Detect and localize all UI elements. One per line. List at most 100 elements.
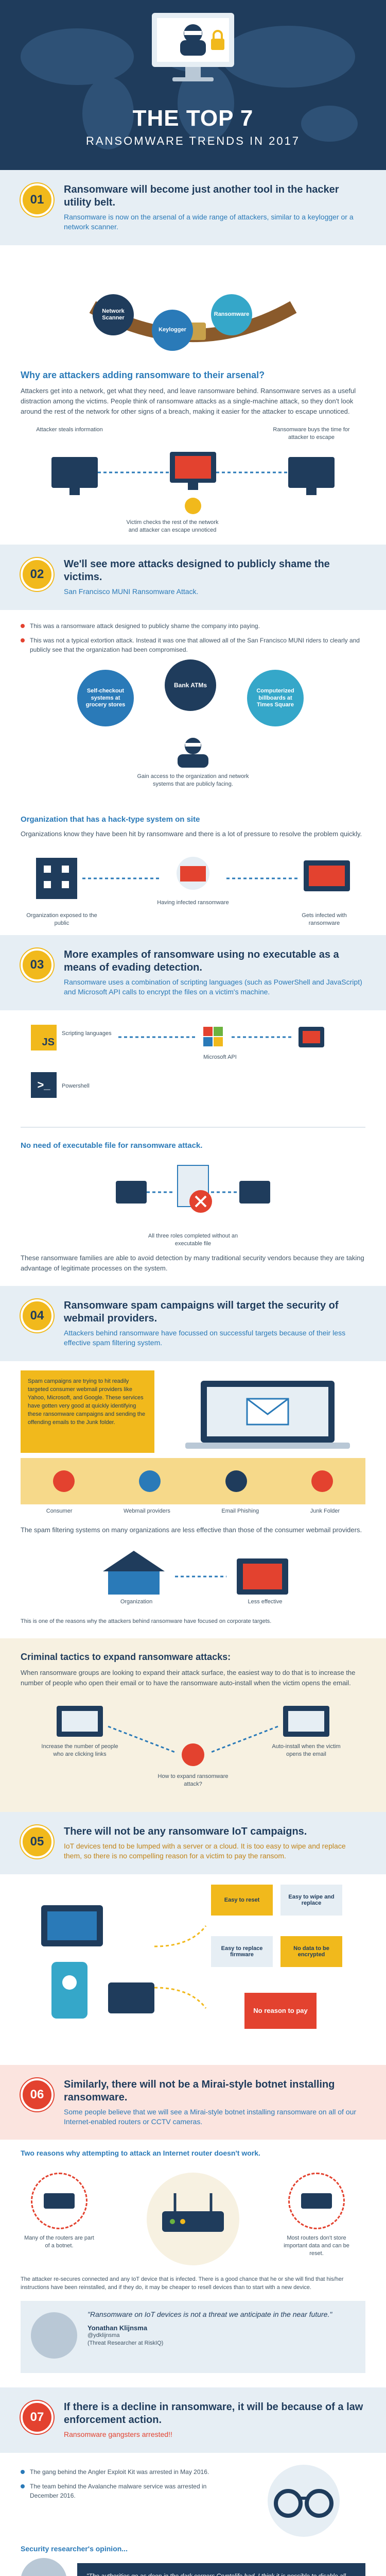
- number-badge-03: 03: [21, 948, 54, 982]
- reason-no-data: Most routers don't store important data …: [284, 2235, 349, 2257]
- gain-access-caption: Gain access to the organization and netw…: [137, 773, 249, 787]
- quote-block: "Ransomware on IoT devices is not a thre…: [0, 2301, 386, 2378]
- arrests-list: The gang behind the Angler Exploit Kit w…: [21, 2467, 216, 2505]
- arrest-angler: The gang behind the Angler Exploit Kit w…: [21, 2467, 216, 2477]
- router-icon-1: [31, 2173, 87, 2230]
- researcher-title: Security researcher's opinion...: [21, 2545, 128, 2553]
- section-02-heading: 02 We'll see more attacks designed to pu…: [0, 545, 386, 611]
- muni-bullet-2: This was not a typical extortion attack.…: [21, 636, 365, 654]
- computers-network-icon: [51, 452, 335, 515]
- trend-02-heading: We'll see more attacks designed to publi…: [64, 558, 330, 583]
- researcher-block: "The authorities go as deep in the dark …: [0, 2558, 386, 2576]
- phishing-icon: [225, 1470, 247, 1493]
- org-flow-icons: [103, 1551, 288, 1595]
- number-badge-07: 07: [21, 2401, 54, 2434]
- no-exe-icons: [116, 1165, 270, 1213]
- label-webmail: Webmail providers: [124, 1508, 170, 1515]
- iot-box-no-reason: No reason to pay: [244, 1992, 317, 2029]
- label-less-effective: Less effective: [248, 1599, 283, 1605]
- flow-gets-infected: Gets infected with ransomware: [302, 912, 347, 927]
- router-icon-2: [288, 2173, 345, 2230]
- iot-box-no-data: No data to be encrypted: [280, 1936, 342, 1967]
- evading-detection-text: These ransomware families are able to av…: [21, 1254, 364, 1273]
- api-arrows: [118, 1027, 324, 1048]
- arrest-avalanche: The team behind the Avalanche malware se…: [21, 2482, 216, 2500]
- trend-07-heading: If there is a decline in ransomware, it …: [64, 2401, 363, 2426]
- hacked-monitor-icon: [152, 13, 234, 81]
- powershell-icon: >_: [31, 1072, 57, 1098]
- quote-handle: @ydklijnsma: [87, 2332, 120, 2338]
- flow-victim-checks: Victim checks the rest of the network an…: [126, 519, 219, 534]
- researcher-avatar: [21, 2558, 67, 2576]
- label-organization: Organization: [120, 1599, 153, 1605]
- no-executable-title: No need of executable file for ransomwar…: [21, 1141, 203, 1150]
- exposure-flow: Organization exposed to the public Havin…: [0, 848, 386, 935]
- label-consumer: Consumer: [46, 1508, 73, 1515]
- org-flow: Organization Less effective: [0, 1540, 386, 1618]
- tool-ransomware: Ransomware: [211, 294, 252, 335]
- iot-diagram: Easy to reset Easy to wipe and replace E…: [0, 1874, 386, 2065]
- trend-04-subheading: Attackers behind ransomware have focusse…: [64, 1329, 346, 1347]
- scripting-diagram: JS Scripting languages Microsoft API >_ …: [0, 1010, 386, 1113]
- spam-campaign-block: Spam campaigns are trying to hit readily…: [0, 1370, 386, 1458]
- circle-times-square: Computerized billboards at Times Square: [247, 670, 304, 727]
- trend-02-subheading: San Francisco MUNI Ransomware Attack.: [64, 587, 199, 596]
- number-badge-05: 05: [21, 1825, 54, 1858]
- number-badge-06: 06: [21, 2078, 54, 2111]
- avatar: [31, 2312, 77, 2359]
- quote-name: Yonathan Klijnsma: [87, 2324, 148, 2332]
- label-junk: Junk Folder: [310, 1508, 340, 1515]
- javascript-icon: JS: [31, 1025, 57, 1051]
- iot-devices-icon: [41, 1905, 207, 2019]
- muni-bullets: This was a ransomware attack designed to…: [21, 621, 365, 654]
- trend-04-heading: Ransomware spam campaigns will target th…: [64, 1300, 339, 1325]
- question-why-arsenal: Why are attackers adding ransomware to t…: [21, 369, 265, 380]
- tactics-text: When ransomware groups are looking to ex…: [21, 1668, 356, 1687]
- spam-campaign-text: Spam campaigns are trying to hit readily…: [21, 1370, 154, 1453]
- email-flow: Consumer Webmail providers Email Phishin…: [0, 1458, 386, 1525]
- section-divider: [21, 1127, 365, 1128]
- reason-botnet: Many of the routers are part of a botnet…: [24, 2235, 94, 2249]
- tactics-icons: [57, 1705, 329, 1766]
- flow-attacker-steals: Attacker steals information: [36, 427, 103, 433]
- number-badge-01: 01: [21, 183, 54, 216]
- quote-text: "Ransomware on IoT devices is not a thre…: [87, 2310, 332, 2319]
- tactic-increase-clicks: Increase the number of people who are cl…: [41, 1743, 118, 1757]
- no-executable-diagram: All three roles completed without an exe…: [0, 1155, 386, 1253]
- handcuffs-icon: [268, 2465, 340, 2537]
- corporate-targets-note: This is one of the reasons why the attac…: [21, 1618, 272, 1625]
- circle-self-checkout: Self-checkout systems at grocery stores: [77, 670, 134, 727]
- escape-flow: Attacker steals information Ransomware b…: [0, 426, 386, 545]
- pressure-text: Organizations know they have been hit by…: [21, 830, 362, 838]
- powershell-label: Powershell: [62, 1083, 90, 1090]
- trend-05-heading: There will not be any ransomware IoT cam…: [64, 1825, 307, 1837]
- question-hack-type: Organization that has a hack-type system…: [21, 815, 200, 824]
- exposure-flow-icons: [36, 857, 350, 900]
- consumer-icon: [52, 1470, 75, 1493]
- webmail-provider-icon: [139, 1470, 161, 1493]
- iot-box-reset: Easy to reset: [211, 1884, 273, 1916]
- trend-03-heading: More examples of ransomware using no exe…: [64, 949, 339, 974]
- section-06-heading: 06 Similarly, there will not be a Mirai-…: [0, 2064, 386, 2140]
- webmail-laptop-icon: [185, 1381, 350, 1449]
- section-05-heading: 05 There will not be any ransomware IoT …: [0, 1811, 386, 1874]
- tactic-auto-install: Auto-install when the victim opens the e…: [272, 1743, 341, 1757]
- trend-01-heading: Ransomware will become just another tool…: [64, 184, 339, 208]
- quote-background: [21, 2301, 365, 2374]
- section-07-heading: 07 If there is a decline in ransomware, …: [0, 2387, 386, 2453]
- trend-06-heading: Similarly, there will not be a Mirai-sty…: [64, 2078, 335, 2103]
- trend-01-subheading: Ransomware is now on the arsenal of a wi…: [64, 213, 354, 231]
- quote-role: (Threat Researcher at RiskIQ): [87, 2340, 164, 2346]
- iot-box-firmware: Easy to replace firmware: [211, 1936, 273, 1967]
- flow-having-infected: Having infected ransomware: [157, 900, 229, 906]
- section-04-heading: 04 Ransomware spam campaigns will target…: [0, 1286, 386, 1362]
- router-center-icon: [147, 2173, 239, 2266]
- circle-bank-atms: Bank ATMs: [165, 659, 216, 711]
- number-badge-02: 02: [21, 558, 54, 591]
- trend-05-subheading: IoT devices tend to be lumped with a ser…: [64, 1841, 346, 1860]
- section-01-heading: 01 Ransomware will become just another t…: [0, 170, 386, 245]
- tactic-question: How to expand ransomware attack?: [157, 1773, 229, 1787]
- tool-network-scanner: Network Scanner: [93, 294, 134, 335]
- tool-keylogger: Keylogger: [152, 309, 193, 351]
- muni-bullet-1: This was a ransomware attack designed to…: [21, 621, 365, 631]
